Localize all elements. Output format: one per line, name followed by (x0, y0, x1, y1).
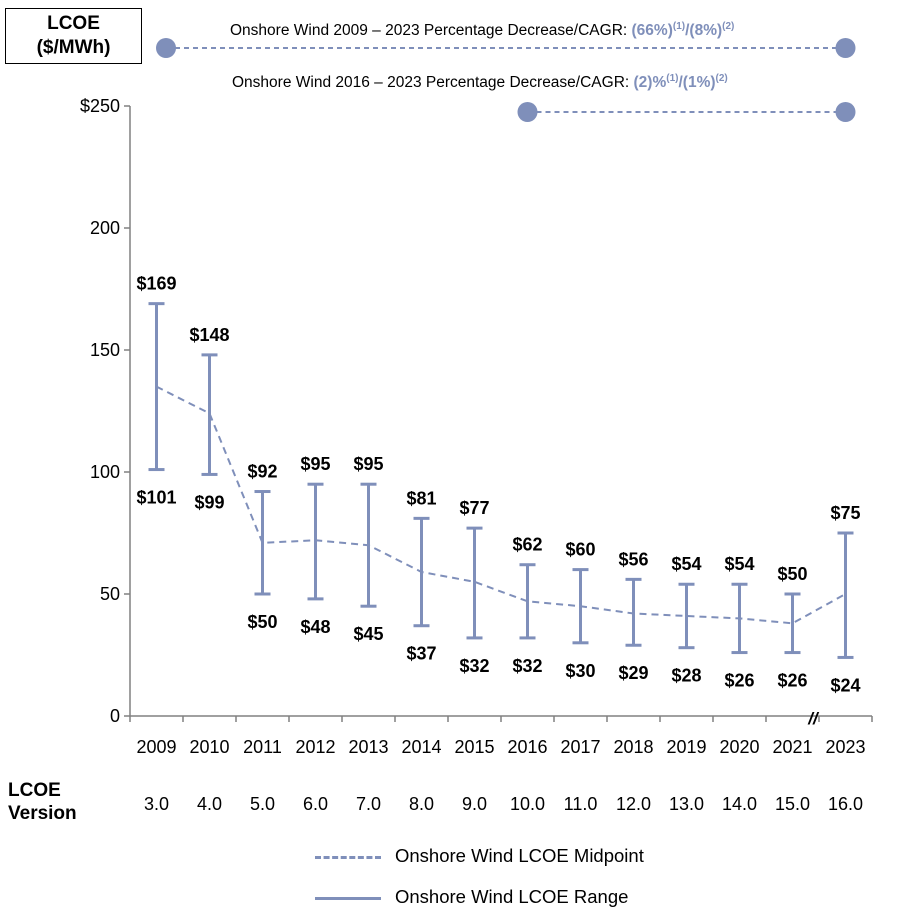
x-tick-label: 2016 (507, 737, 547, 757)
low-value-label: $26 (724, 671, 754, 691)
y-tick-label: 50 (100, 584, 120, 604)
low-value-label: $30 (565, 661, 595, 681)
y-tick-label: 100 (90, 462, 120, 482)
x-tick-label: 2013 (348, 737, 388, 757)
high-value-label: $95 (300, 454, 330, 474)
version-label: 7.0 (356, 794, 381, 814)
axis-break-marker: // (807, 709, 820, 728)
midpoint-series-line (156, 385, 846, 625)
legend-range: Onshore Wind LCOE Range (315, 886, 628, 908)
legend-solid-swatch (315, 896, 381, 900)
legend-dash-swatch (315, 855, 381, 859)
low-value-label: $101 (136, 488, 176, 508)
high-value-label: $60 (565, 540, 595, 560)
version-label: 16.0 (828, 794, 863, 814)
low-value-label: $26 (777, 671, 807, 691)
unit-box-line2: ($/MWh) (36, 37, 111, 58)
low-value-label: $45 (353, 624, 383, 644)
legend-midpoint: Onshore Wind LCOE Midpoint (315, 845, 644, 867)
unit-box: LCOE ($/MWh) (5, 8, 142, 64)
y-tick-label: $250 (80, 96, 120, 116)
x-tick-label: 2009 (136, 737, 176, 757)
low-value-label: $48 (300, 617, 330, 637)
high-value-label: $56 (618, 549, 648, 569)
high-value-label: $77 (459, 498, 489, 518)
footnote-1: (1) (666, 73, 679, 84)
cagr-2016-2023-text: Onshore Wind 2016 – 2023 Percentage Decr… (232, 73, 728, 92)
x-tick-label: 2010 (189, 737, 229, 757)
cagr-label: Onshore Wind 2016 – 2023 Percentage Decr… (232, 74, 634, 92)
low-value-label: $37 (406, 644, 436, 664)
cagr-separator: / (678, 74, 683, 92)
cagr-rate: (1%) (682, 74, 716, 92)
version-label: 11.0 (564, 794, 598, 814)
low-value-label: $50 (247, 612, 277, 632)
version-label: 10.0 (510, 794, 545, 814)
version-label: 13.0 (669, 794, 704, 814)
version-label: 6.0 (303, 794, 328, 814)
high-value-label: $50 (777, 564, 807, 584)
high-value-label: $95 (353, 454, 383, 474)
cagr-2009-2023-text: Onshore Wind 2009 – 2023 Percentage Decr… (230, 21, 734, 40)
x-tick-label: 2021 (772, 737, 812, 757)
cagr-decrease: (2)% (633, 74, 667, 92)
footnote-2: (2) (715, 73, 728, 84)
version-label: 14.0 (722, 794, 757, 814)
cagr-rate: (8%) (689, 22, 723, 40)
x-tick-label: 2018 (613, 737, 653, 757)
high-value-label: $169 (136, 274, 176, 294)
x-tick-label: 2011 (243, 737, 282, 757)
x-tick-label: 2012 (295, 737, 335, 757)
cagr-end-dot (835, 102, 856, 122)
x-tick-label: 2020 (719, 737, 759, 757)
high-value-label: $75 (830, 503, 860, 523)
cagr-label: Onshore Wind 2009 – 2023 Percentage Decr… (230, 22, 632, 40)
x-tick-label: 2023 (825, 737, 865, 757)
high-value-label: $148 (189, 325, 229, 345)
y-tick-label: 0 (110, 706, 120, 726)
x-tick-label: 2014 (401, 737, 441, 757)
legend-range-label: Onshore Wind LCOE Range (395, 886, 629, 907)
version-label: 9.0 (462, 794, 487, 814)
version-label: 3.0 (144, 794, 169, 814)
high-value-label: $81 (406, 488, 436, 508)
low-value-label: $32 (459, 656, 489, 676)
footnote-2: (2) (722, 21, 735, 32)
unit-box-line1: LCOE (47, 13, 100, 34)
low-value-label: $29 (618, 663, 648, 683)
cagr-start-dot (156, 38, 176, 58)
cagr-start-dot (517, 102, 538, 122)
high-value-label: $54 (724, 554, 754, 574)
version-label: 8.0 (409, 794, 434, 814)
version-label-line2: Version (8, 803, 77, 824)
footnote-1: (1) (672, 21, 686, 32)
cagr-end-dot (835, 38, 856, 58)
version-label-line1: LCOE (8, 780, 61, 801)
low-value-label: $32 (512, 656, 542, 676)
version-label: 4.0 (197, 794, 222, 814)
high-value-label: $54 (671, 554, 701, 574)
x-tick-label: 2015 (454, 737, 494, 757)
low-value-label: $28 (671, 666, 701, 686)
y-tick-label: 200 (90, 218, 120, 238)
cagr-decrease: (66%) (631, 22, 673, 40)
x-tick-label: 2019 (666, 737, 706, 757)
high-value-label: $92 (247, 462, 277, 482)
low-value-label: $99 (194, 492, 224, 512)
version-label: 12.0 (616, 794, 651, 814)
low-value-label: $24 (830, 675, 860, 695)
version-label: 15.0 (775, 794, 810, 814)
high-value-label: $62 (512, 535, 542, 555)
y-tick-label: 150 (90, 340, 120, 360)
legend-midpoint-label: Onshore Wind LCOE Midpoint (395, 845, 644, 866)
version-label: 5.0 (250, 794, 275, 814)
version-row-label: LCOE Version (8, 779, 77, 825)
cagr-separator: / (685, 22, 690, 40)
x-tick-label: 2017 (560, 737, 600, 757)
